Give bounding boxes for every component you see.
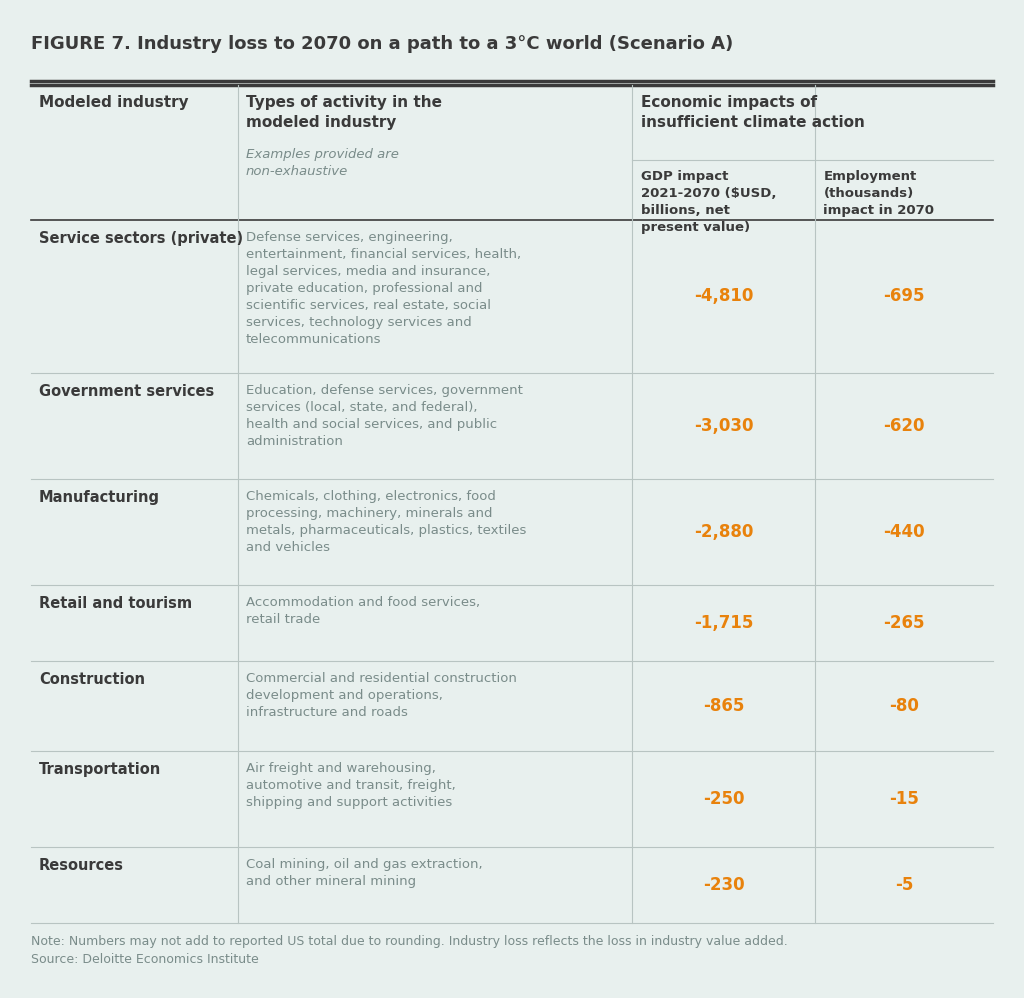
Text: -1,715: -1,715 [694, 615, 754, 633]
Text: Modeled industry: Modeled industry [39, 95, 188, 110]
Text: Note: Numbers may not add to reported US total due to rounding. Industry loss re: Note: Numbers may not add to reported US… [31, 935, 787, 966]
Text: Coal mining, oil and gas extraction,
and other mineral mining: Coal mining, oil and gas extraction, and… [246, 858, 482, 888]
Text: -80: -80 [889, 698, 920, 716]
Text: Defense services, engineering,
entertainment, financial services, health,
legal : Defense services, engineering, entertain… [246, 231, 521, 345]
Text: Accommodation and food services,
retail trade: Accommodation and food services, retail … [246, 596, 480, 626]
Text: -230: -230 [702, 876, 744, 894]
Text: -695: -695 [884, 287, 925, 305]
Text: Economic impacts of
insufficient climate action: Economic impacts of insufficient climate… [641, 95, 864, 130]
Text: Examples provided are
non-exhaustive: Examples provided are non-exhaustive [246, 148, 398, 178]
Text: Commercial and residential construction
development and operations,
infrastructu: Commercial and residential construction … [246, 673, 517, 720]
Text: Education, defense services, government
services (local, state, and federal),
he: Education, defense services, government … [246, 384, 522, 448]
Text: Construction: Construction [39, 673, 145, 688]
Text: -865: -865 [703, 698, 744, 716]
Text: -15: -15 [889, 790, 920, 808]
Text: -4,810: -4,810 [694, 287, 754, 305]
Text: Retail and tourism: Retail and tourism [39, 596, 193, 611]
Text: -620: -620 [884, 417, 925, 435]
Text: Air freight and warehousing,
automotive and transit, freight,
shipping and suppo: Air freight and warehousing, automotive … [246, 762, 456, 809]
Text: -2,880: -2,880 [694, 523, 754, 541]
Text: -265: -265 [884, 615, 925, 633]
Text: Government services: Government services [39, 384, 214, 399]
Text: Resources: Resources [39, 858, 124, 873]
Text: Manufacturing: Manufacturing [39, 490, 160, 505]
Text: FIGURE 7. Industry loss to 2070 on a path to a 3°C world (Scenario A): FIGURE 7. Industry loss to 2070 on a pat… [31, 35, 733, 53]
Text: -250: -250 [703, 790, 744, 808]
Text: Transportation: Transportation [39, 762, 161, 777]
Text: GDP impact
2021-2070 ($USD,
billions, net
present value): GDP impact 2021-2070 ($USD, billions, ne… [641, 170, 776, 234]
Text: Service sectors (private): Service sectors (private) [39, 231, 243, 246]
Text: -5: -5 [895, 876, 913, 894]
Text: Chemicals, clothing, electronics, food
processing, machinery, minerals and
metal: Chemicals, clothing, electronics, food p… [246, 490, 526, 554]
Text: -440: -440 [884, 523, 925, 541]
Text: Types of activity in the
modeled industry: Types of activity in the modeled industr… [246, 95, 442, 130]
Text: Employment
(thousands)
impact in 2070: Employment (thousands) impact in 2070 [823, 170, 934, 217]
Text: -3,030: -3,030 [694, 417, 754, 435]
